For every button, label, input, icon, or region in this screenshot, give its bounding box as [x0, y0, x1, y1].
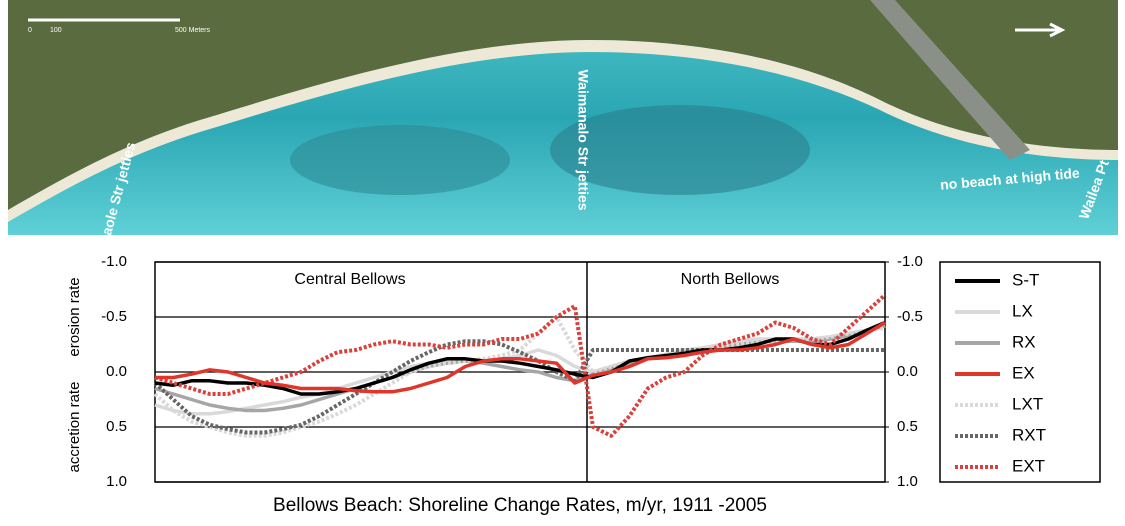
legend-label: EX — [1012, 363, 1035, 382]
y2-tick-label: 0.5 — [897, 418, 918, 435]
series-line — [154, 320, 886, 396]
y2-tick-label: -0.5 — [897, 308, 923, 325]
legend-label: RXT — [1012, 425, 1046, 444]
scale-label: 0 — [28, 27, 32, 34]
scale-label: 100 — [50, 27, 62, 34]
chart-title: Bellows Beach: Shoreline Change Rates, m… — [273, 495, 767, 516]
series-line — [155, 321, 886, 394]
legend-label: LX — [1012, 301, 1033, 320]
series-line — [153, 315, 886, 438]
y-tick-label: 0.0 — [106, 363, 127, 380]
section-label: Central Bellows — [294, 271, 405, 288]
y-tick-label: -0.5 — [101, 308, 127, 325]
photo-label: Waimanalo Str jetties — [575, 69, 591, 210]
y-tick-label: -1.0 — [101, 253, 127, 270]
y2-tick-label: -1.0 — [897, 253, 923, 270]
legend-label: LXT — [1012, 394, 1043, 413]
series-line — [154, 324, 886, 416]
y2-tick-label: 1.0 — [897, 473, 918, 490]
aerial-photo: 0 100 500 Meters Inaole Str jetties Waim… — [8, 0, 1118, 249]
y-tick-label: 0.5 — [106, 418, 127, 435]
scale-label: 500 Meters — [175, 27, 211, 34]
y2-tick-label: 0.0 — [897, 363, 918, 380]
legend-label: RX — [1012, 332, 1036, 351]
y-axis-label: accretion rate — [66, 382, 83, 473]
section-label: North Bellows — [681, 271, 780, 288]
y-axis-label: erosion rate — [66, 277, 83, 356]
legend-box — [939, 261, 1101, 483]
series-line — [153, 339, 885, 435]
legend-label: S-T — [1012, 270, 1039, 289]
y-tick-label: 1.0 — [106, 473, 127, 490]
legend-label: EXT — [1012, 456, 1045, 475]
series-line — [154, 293, 887, 438]
